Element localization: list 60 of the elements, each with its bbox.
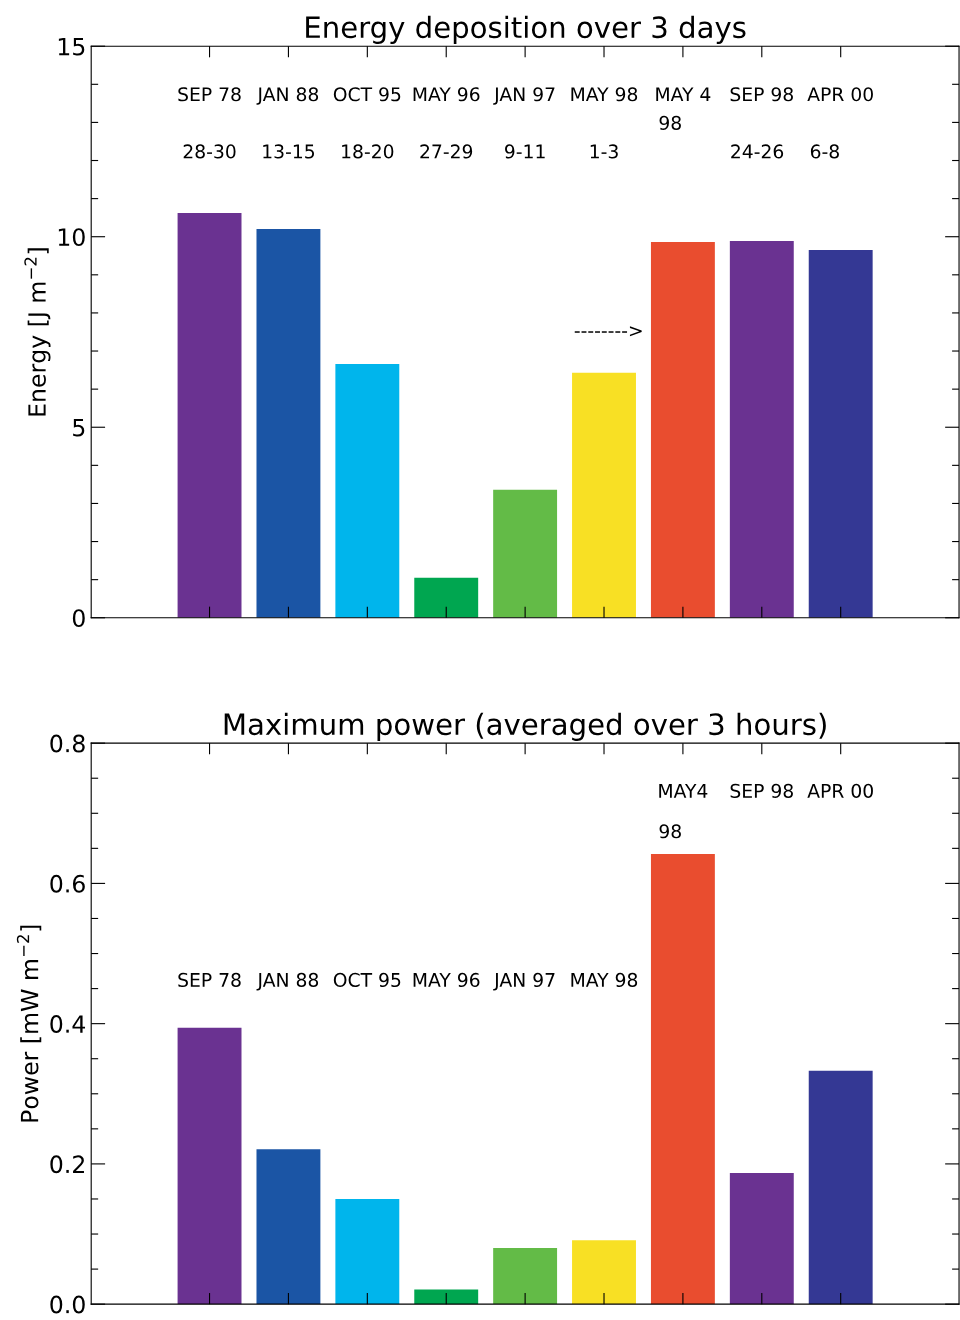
y-tick-label: 15 xyxy=(58,37,85,56)
annotation: 18-20 xyxy=(342,144,394,159)
annotation: JAN 88 xyxy=(256,87,319,105)
annotation: MAY 4 xyxy=(656,87,711,102)
y-axis-title: Energy [J m$^{−2}$] xyxy=(24,248,51,416)
bar xyxy=(414,1289,479,1305)
bar xyxy=(572,1240,636,1305)
y-tick-label: 0.6 xyxy=(50,874,85,893)
bar xyxy=(729,240,794,618)
bar xyxy=(808,250,873,618)
bar xyxy=(808,1070,873,1305)
annotation: SEP 98 xyxy=(730,87,793,102)
y-tick-label: 5 xyxy=(73,419,85,437)
y-tick-label: 0.2 xyxy=(50,1155,84,1174)
annotation: APR 00 xyxy=(807,783,873,798)
annotation: --------> xyxy=(574,326,642,337)
bar xyxy=(335,1198,400,1305)
bar xyxy=(493,1248,558,1305)
bar xyxy=(177,213,242,618)
bar xyxy=(256,229,321,618)
bar xyxy=(256,1149,321,1305)
annotation: SEP 98 xyxy=(730,783,793,798)
annotation: MAY 96 xyxy=(413,972,480,988)
bar xyxy=(177,1027,242,1305)
annotation: 6-8 xyxy=(810,144,839,159)
annotation: OCT 95 xyxy=(333,972,401,988)
annotation: JAN 97 xyxy=(493,87,555,105)
chart-title: Maximum power (averaged over 3 hours) xyxy=(224,712,826,741)
annotation: 1-3 xyxy=(590,144,618,159)
bar xyxy=(729,1173,794,1305)
annotation: APR 00 xyxy=(807,87,873,102)
annotation: 24-26 xyxy=(731,144,784,159)
annotation: MAY4 xyxy=(659,784,708,798)
annotation: MAY 96 xyxy=(413,87,480,102)
annotation: 98 xyxy=(659,824,681,839)
annotation: MAY 98 xyxy=(571,87,638,102)
y-tick-label: 0.0 xyxy=(50,1295,85,1314)
bar xyxy=(335,363,400,618)
chart-title: Energy deposition over 3 days xyxy=(306,15,746,44)
bar xyxy=(414,577,479,618)
annotation: 98 xyxy=(659,115,681,130)
annotation: 27-29 xyxy=(420,144,473,159)
y-axis-title: Power [mW m$^{−2}$] xyxy=(16,925,42,1122)
bar xyxy=(650,242,715,618)
y-tick-label: 10 xyxy=(58,228,85,247)
annotation: OCT 95 xyxy=(333,87,401,102)
annotation: 28-30 xyxy=(183,144,236,159)
y-tick-label: 0.4 xyxy=(50,1015,86,1033)
bar xyxy=(572,372,636,618)
bar xyxy=(493,489,558,618)
annotation: SEP 78 xyxy=(178,87,241,102)
y-tick-label: 0 xyxy=(72,609,85,628)
y-tick-label: 0.8 xyxy=(50,734,85,753)
annotation: 9-11 xyxy=(505,144,545,159)
annotation: JAN 88 xyxy=(256,972,319,991)
annotation: MAY 98 xyxy=(571,972,638,988)
annotation: SEP 78 xyxy=(178,972,241,988)
bar xyxy=(650,853,715,1305)
annotation: JAN 97 xyxy=(493,972,555,991)
annotation: 13-15 xyxy=(263,144,315,159)
